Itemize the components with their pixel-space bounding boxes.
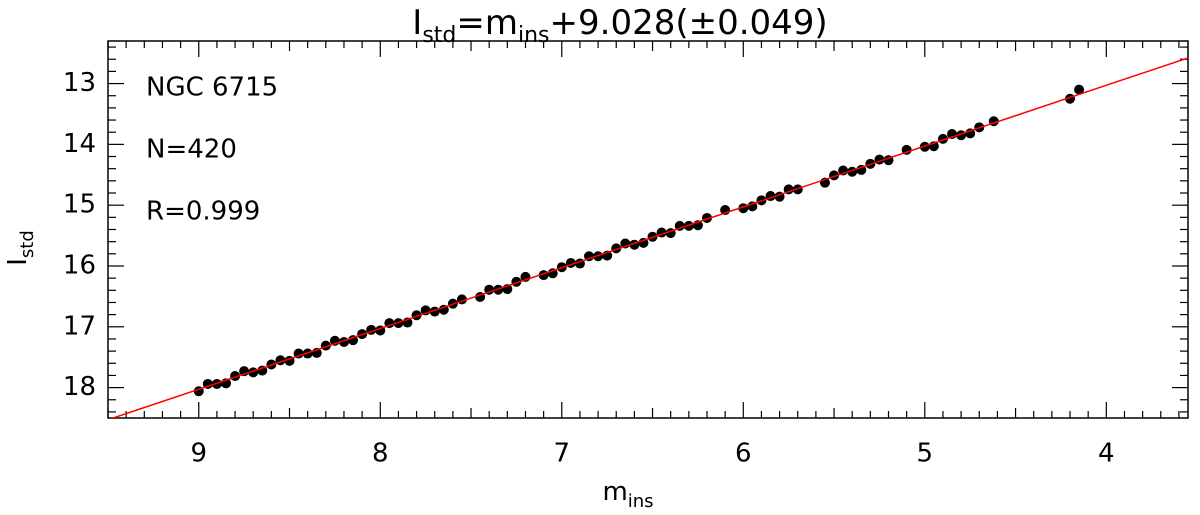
y-tick-label: 17	[63, 311, 96, 341]
title-part: ins	[518, 23, 550, 48]
y-tick-label: 14	[63, 129, 96, 159]
annotation: NGC 6715	[146, 73, 278, 103]
y-tick-label: 15	[63, 190, 96, 220]
label-part: I	[3, 258, 33, 266]
x-tick-label: 5	[917, 439, 934, 469]
y-tick-label: 18	[63, 372, 96, 402]
label-part: std	[17, 230, 38, 258]
title-part: =m	[456, 3, 518, 43]
annotation: N=420	[146, 135, 237, 165]
fit-line	[110, 57, 1188, 418]
y-tick-label: 16	[63, 250, 96, 280]
label-part: m	[602, 477, 627, 507]
data-point	[1074, 84, 1085, 95]
x-tick-label: 6	[735, 439, 752, 469]
x-tick-label: 9	[190, 439, 207, 469]
x-tick-label: 4	[1098, 439, 1115, 469]
x-tick-label: 8	[372, 439, 389, 469]
title-part: +9.028(±0.049)	[550, 3, 828, 43]
x-tick-label: 7	[554, 439, 571, 469]
label-part: ins	[628, 491, 654, 512]
y-axis-label: Istd	[3, 230, 38, 266]
y-tick-label: 13	[63, 68, 96, 98]
x-axis-label: mins	[602, 477, 653, 512]
title-part: std	[422, 23, 456, 48]
chart-title: Istd=mins+9.028(±0.049)	[412, 3, 827, 48]
annotation: R=0.999	[146, 197, 260, 227]
title-part: I	[412, 3, 422, 43]
plot-area	[110, 57, 1188, 418]
